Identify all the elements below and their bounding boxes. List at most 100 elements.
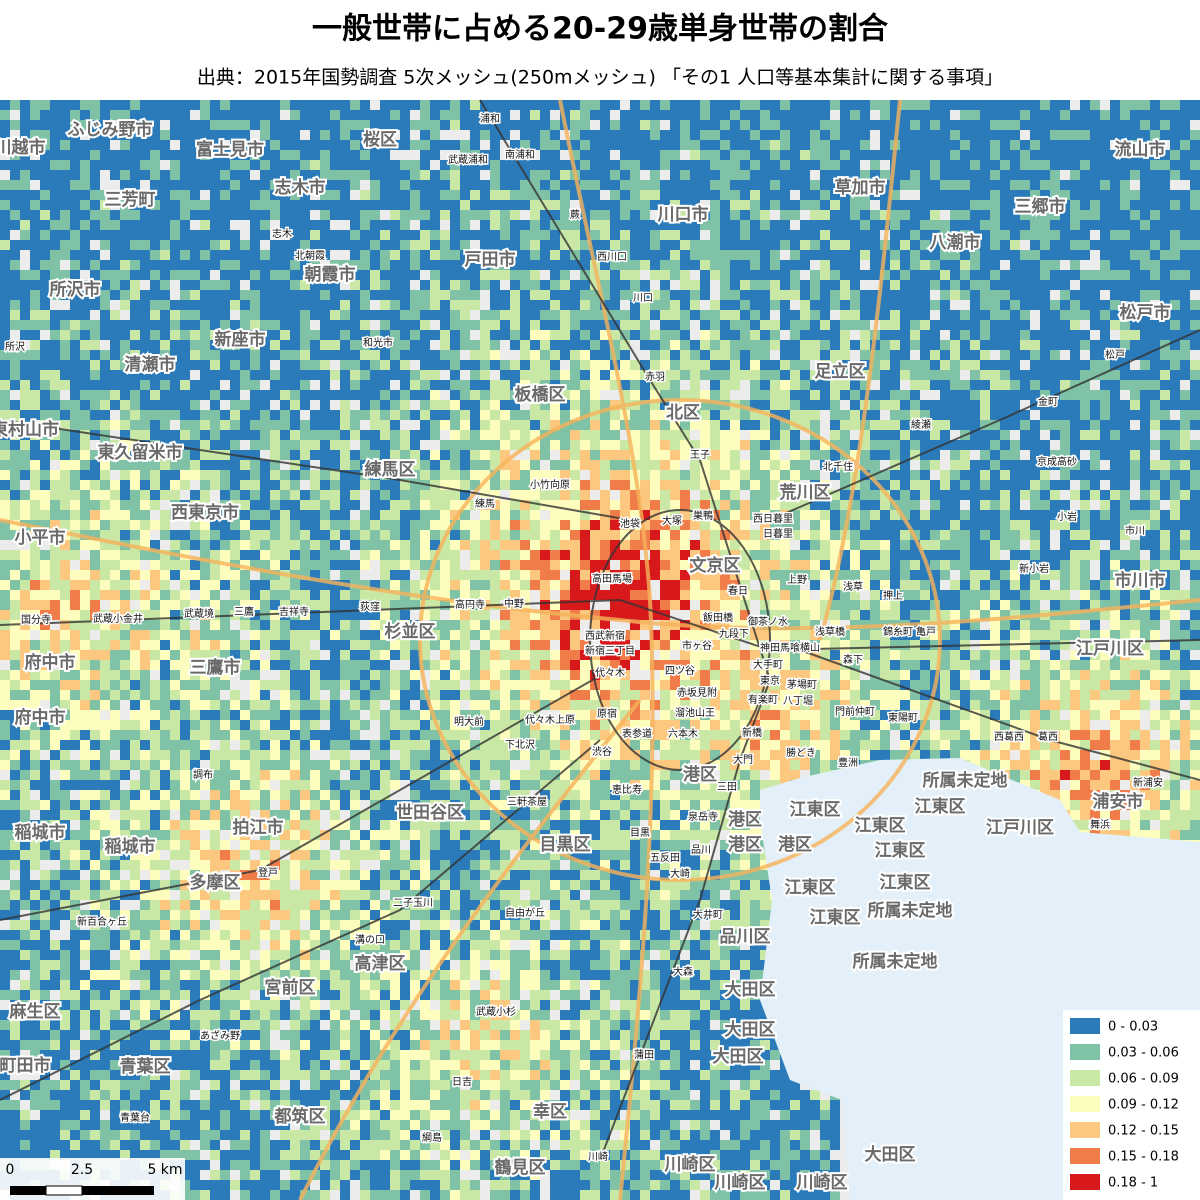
- station-label: 武蔵小金井: [93, 612, 143, 625]
- station-label: 目黒: [630, 827, 650, 839]
- legend-swatch: [1070, 1018, 1100, 1034]
- station-label: 渋谷: [592, 745, 612, 758]
- place-label: 松戸市: [1120, 302, 1171, 323]
- station-label: 蒲田: [634, 1048, 654, 1061]
- place-label: 東村山市: [0, 419, 59, 440]
- station-label: 調布: [193, 768, 213, 781]
- station-label: 大崎: [670, 867, 690, 880]
- station-label: 荻窪: [360, 600, 380, 613]
- place-label: 川崎区: [664, 1154, 716, 1175]
- legend-label: 0.06 - 0.09: [1108, 1072, 1179, 1087]
- scale-seg: [10, 1186, 46, 1195]
- station-label: 浦和: [480, 112, 500, 125]
- place-label: 小平市: [15, 527, 66, 548]
- place-label: 江東区: [790, 799, 841, 820]
- station-label: 青葉台: [120, 1111, 150, 1124]
- place-label: 足立区: [815, 361, 866, 382]
- place-label: 三郷市: [1015, 196, 1066, 217]
- place-label: 宮前区: [265, 977, 316, 998]
- legend-label: 0.15 - 0.18: [1108, 1150, 1179, 1165]
- legend-label: 0.18 - 1: [1108, 1176, 1158, 1191]
- station-label: 自由が丘: [505, 906, 545, 919]
- mesh-class: [0, 400, 1200, 1110]
- legend-label: 0 - 0.03: [1108, 1020, 1158, 1035]
- station-label: 日暮里: [763, 527, 793, 540]
- station-label: 新橋: [742, 726, 762, 739]
- scale-bar: 0 2.5 5 km: [0, 1158, 185, 1200]
- station-label: 小岩: [1057, 510, 1077, 523]
- place-label: 大田区: [865, 1144, 916, 1165]
- place-label: 川口市: [657, 204, 709, 225]
- station-label: 西日暮里: [753, 512, 793, 525]
- place-label: 港区: [778, 834, 812, 855]
- legend-swatch: [1070, 1096, 1100, 1112]
- place-label: 麻生区: [9, 1001, 61, 1022]
- station-label: 大門: [733, 753, 753, 766]
- station-label: 赤坂見附: [677, 686, 717, 699]
- place-label: 江東区: [855, 815, 906, 836]
- station-label: 志木: [272, 227, 292, 240]
- railways: [0, 99, 1200, 1161]
- place-label: 東久留米市: [98, 442, 183, 463]
- place-label: 江東区: [880, 872, 931, 893]
- mesh-class: [0, 330, 1200, 1200]
- place-label: 練馬区: [365, 459, 416, 480]
- place-label: 文京区: [690, 555, 741, 576]
- station-label: 御茶ノ水: [748, 615, 788, 628]
- place-label: 目黒区: [540, 835, 591, 855]
- station-label: 川口: [633, 293, 653, 304]
- station-label: 市川: [1125, 524, 1145, 537]
- station-label: 代々木: [595, 667, 625, 679]
- place-label: 幸区: [533, 1101, 567, 1122]
- station-label: 門前仲町: [835, 705, 875, 718]
- legend-swatch: [1070, 1044, 1100, 1060]
- legend: 0 - 0.03 0.03 - 0.06 0.06 - 0.09 0.09 - 0.1…: [1063, 1010, 1200, 1200]
- title: 一般世帯に占める20-29歳単身世帯の割合: [312, 12, 888, 47]
- station-label: 練馬: [475, 497, 495, 510]
- station-label: 浅草橋: [815, 625, 845, 638]
- station-label: 王子: [690, 449, 710, 461]
- place-label: 江戸川区: [986, 818, 1054, 838]
- place-label: 府中市: [15, 707, 66, 728]
- station-label: 綱島: [422, 1131, 442, 1144]
- subtitle: 出典：2015年国勢調査 5次メッシュ(250mメッシュ) 「その1 人口等基本…: [197, 67, 1003, 89]
- station-label: 蕨: [570, 209, 580, 221]
- place-label: 大田区: [713, 1046, 764, 1067]
- station-label: 南浦和: [505, 148, 535, 161]
- place-label: 世田谷区: [396, 803, 464, 823]
- place-label: 板橋区: [515, 384, 566, 405]
- place-label: 港区: [728, 809, 762, 830]
- station-label: 金町: [1038, 395, 1058, 408]
- place-label: 川越市: [0, 137, 46, 158]
- station-label: 溜池山王: [675, 706, 715, 719]
- legend-label: 0.03 - 0.06: [1108, 1046, 1179, 1061]
- legend-swatch: [1070, 1148, 1100, 1164]
- scale-label: 5 km: [147, 1162, 182, 1178]
- station-label: 西葛西: [994, 730, 1024, 743]
- mesh-class: [0, 100, 1200, 1200]
- station-label: 表参道: [622, 727, 652, 740]
- station-label: 京成高砂: [1037, 455, 1077, 468]
- place-label: 戸田市: [465, 249, 516, 270]
- station-label: 西武新宿: [585, 629, 625, 642]
- legend-label: 0.09 - 0.12: [1108, 1098, 1179, 1113]
- place-label: 北区: [666, 403, 700, 423]
- place-label: 三芳町: [105, 189, 156, 210]
- place-label: 新座市: [215, 329, 266, 350]
- place-label: 稲城市: [105, 836, 156, 857]
- station-label: 新宿三丁目: [585, 644, 635, 657]
- station-label: 東京: [760, 674, 780, 687]
- station-label: 西川口: [597, 252, 627, 263]
- station-label: あざみ野: [200, 1029, 240, 1042]
- station-label: 武蔵浦和: [448, 153, 488, 166]
- station-label: 北千住: [823, 460, 853, 473]
- place-label: 江東区: [915, 796, 966, 817]
- station-label: 池袋: [620, 517, 640, 530]
- station-label: 国分寺: [21, 614, 51, 626]
- place-label: 鶴見区: [495, 1157, 546, 1178]
- station-label: 六本木: [668, 727, 698, 740]
- place-label: 浦安市: [1093, 791, 1144, 812]
- place-label: 流山市: [1115, 139, 1166, 160]
- place-label: 港区: [683, 764, 717, 785]
